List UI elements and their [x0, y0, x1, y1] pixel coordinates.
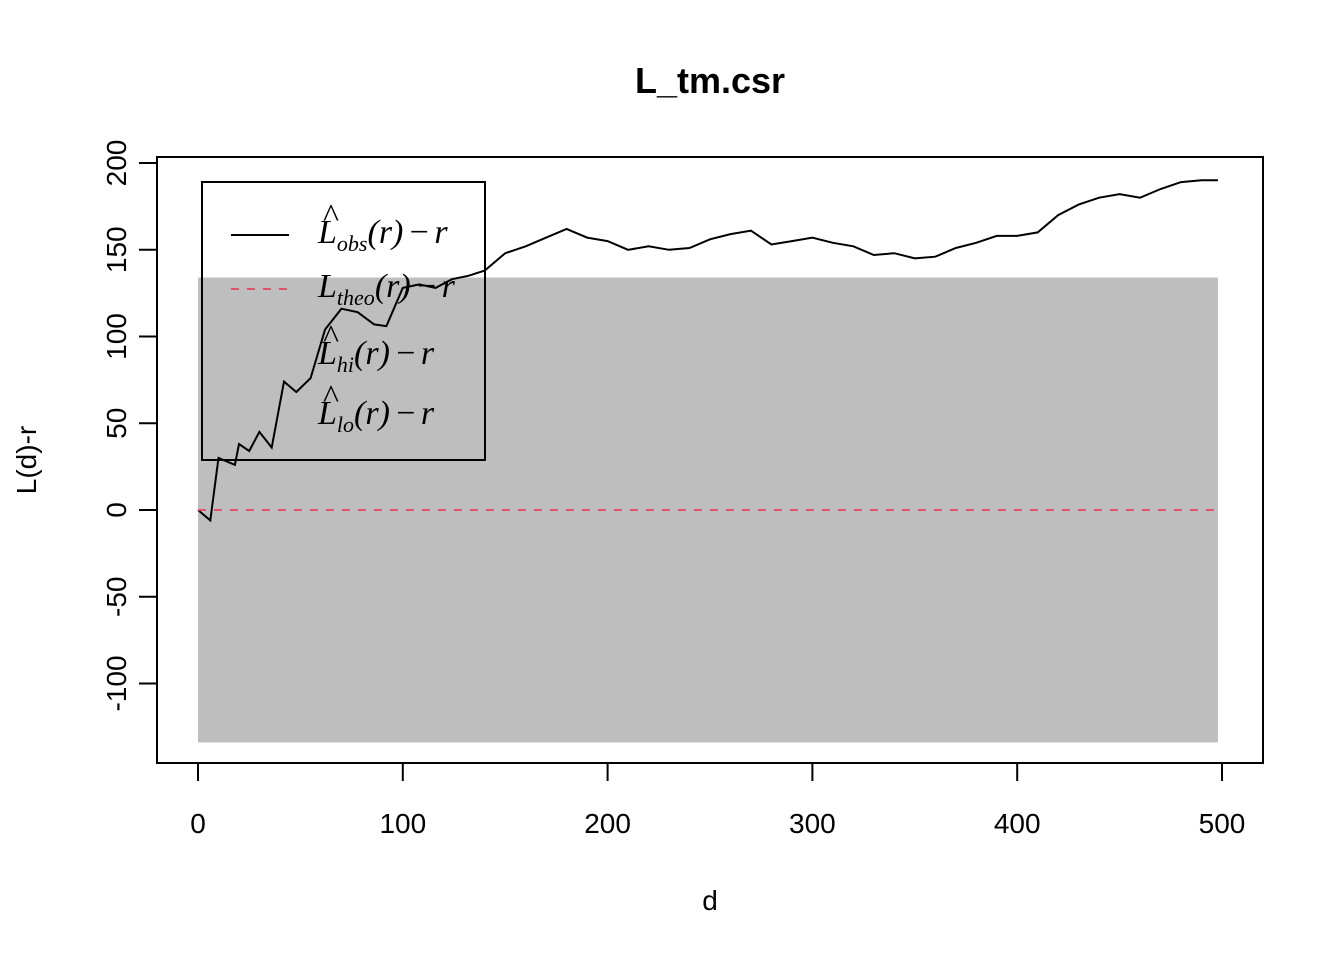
legend-part-rest_tail: r [421, 335, 435, 372]
legend-item-lo: Llo(r) − r^ [317, 379, 435, 437]
legend-part-lparen: ( [354, 395, 368, 432]
x-tick-label: 200 [584, 808, 631, 839]
x-tick-label: 300 [789, 808, 836, 839]
x-tick-label: 500 [1199, 808, 1246, 839]
series-line-obs [197, 179, 1218, 523]
legend-part-main: L [317, 268, 337, 305]
legend-part-sub: theo [337, 285, 375, 310]
legend-part-sub: obs [337, 231, 368, 256]
legend-label-lo: Llo(r) − r [317, 395, 435, 437]
legend-part-rparen: ) [397, 268, 410, 305]
legend-part-rest_tail: r [434, 214, 448, 251]
y-tick-label: -100 [101, 655, 132, 711]
legend-hat-hi: ^ [323, 319, 339, 356]
x-tick-label: 400 [994, 808, 1041, 839]
legend-part-rest_r: r [365, 395, 379, 432]
legend-label-hi: Lhi(r) − r [317, 335, 435, 377]
legend-part-lparen: ( [367, 214, 381, 251]
legend-hat-lo: ^ [323, 379, 339, 416]
legend-part-rparen: ) [377, 335, 390, 372]
x-tick-label: 100 [379, 808, 426, 839]
x-axis-label: d [702, 885, 718, 916]
chart-title: L_tm.csr [635, 60, 785, 101]
legend-part-rparen: ) [390, 214, 403, 251]
legend-part-minus: − [407, 214, 430, 251]
y-tick-label: 0 [101, 502, 132, 518]
legend-part-minus: − [394, 395, 417, 432]
y-tick-label: 100 [101, 313, 132, 360]
legend-part-rest_r: r [365, 335, 379, 372]
legend-part-sub: hi [337, 352, 354, 377]
legend-part-main: L [317, 335, 337, 372]
legend-part-rest_r: r [379, 214, 393, 251]
legend-label-theo: Ltheo(r) − r [317, 268, 456, 310]
legend-part-minus: − [415, 268, 438, 305]
legend-part-rparen: ) [377, 395, 390, 432]
y-axis-label: L(d)-r [11, 426, 42, 494]
legend-item-obs: Lobs(r) − r^ [231, 198, 448, 256]
y-axis: -100 -50 0 50 100 150 200 [101, 140, 158, 712]
legend-part-main: L [317, 395, 337, 432]
legend-part-sub: lo [337, 412, 354, 437]
legend-label-obs: Lobs(r) − r [317, 214, 448, 256]
y-tick-label: 150 [101, 226, 132, 273]
legend-item-theo: Ltheo(r) − r [231, 268, 456, 310]
legend-part-rest_tail: r [442, 268, 456, 305]
legend-hat-obs: ^ [323, 198, 339, 235]
legend-box [201, 181, 486, 461]
legend-part-lparen: ( [375, 268, 389, 305]
legend-part-rest_tail: r [421, 395, 435, 432]
legend-part-lparen: ( [354, 335, 368, 372]
legend-part-rest_r: r [386, 268, 400, 305]
plot-area [197, 179, 1218, 743]
legend-part-minus: − [394, 335, 417, 372]
legend-part-main: L [317, 214, 337, 251]
y-tick-label: 200 [101, 140, 132, 187]
y-tick-label: 50 [101, 408, 132, 439]
legend-item-hi: Lhi(r) − r^ [317, 319, 435, 377]
x-tick-label: 0 [190, 808, 206, 839]
y-tick-label: -50 [101, 577, 132, 617]
x-axis: 0 100 200 300 400 500 [190, 762, 1246, 839]
